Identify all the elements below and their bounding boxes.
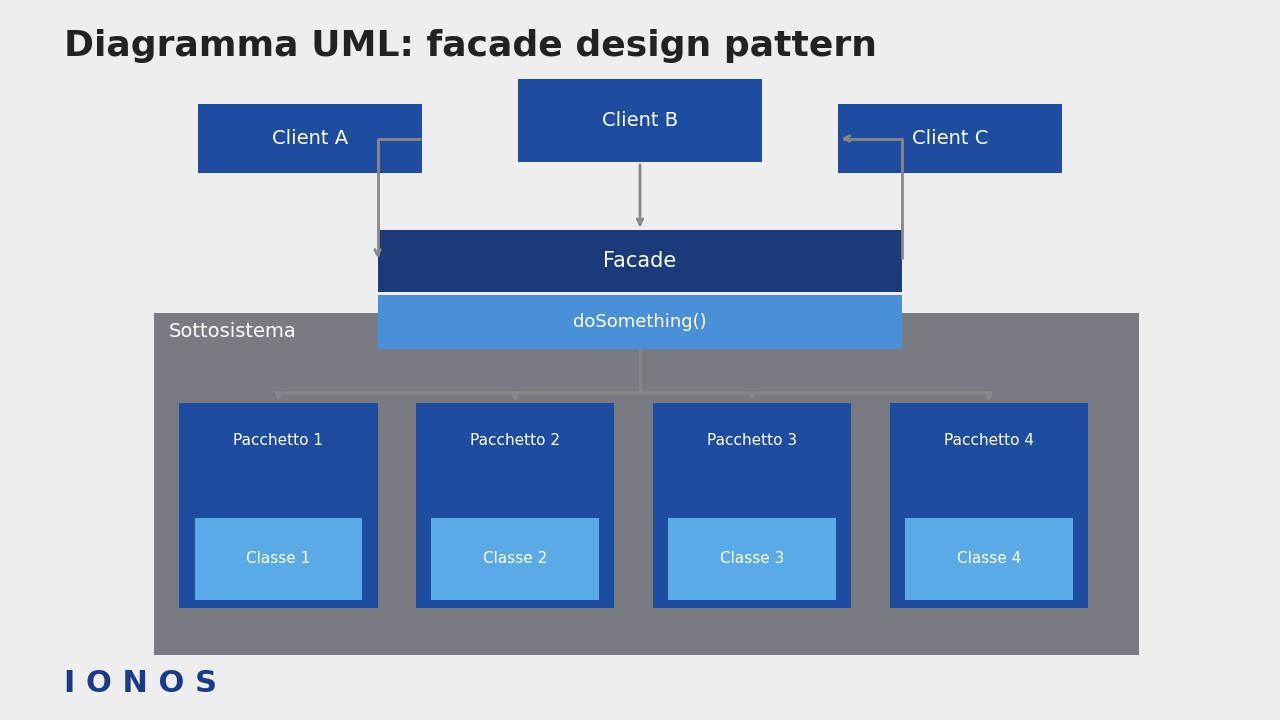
Text: Classe 1: Classe 1 — [246, 552, 311, 566]
FancyBboxPatch shape — [179, 403, 378, 608]
FancyBboxPatch shape — [154, 313, 1139, 655]
FancyBboxPatch shape — [416, 403, 614, 608]
Text: Diagramma UML: facade design pattern: Diagramma UML: facade design pattern — [64, 29, 877, 63]
FancyBboxPatch shape — [838, 104, 1062, 173]
FancyBboxPatch shape — [431, 518, 599, 600]
Text: Client B: Client B — [602, 111, 678, 130]
Text: Classe 3: Classe 3 — [719, 552, 785, 566]
Text: Classe 4: Classe 4 — [956, 552, 1021, 566]
FancyBboxPatch shape — [668, 518, 836, 600]
Text: Classe 2: Classe 2 — [483, 552, 548, 566]
FancyBboxPatch shape — [890, 403, 1088, 608]
Text: Pacchetto 4: Pacchetto 4 — [943, 433, 1034, 448]
Text: doSomething(): doSomething() — [573, 313, 707, 331]
FancyBboxPatch shape — [653, 403, 851, 608]
FancyBboxPatch shape — [198, 104, 422, 173]
Text: Facade: Facade — [603, 251, 677, 271]
FancyBboxPatch shape — [378, 295, 902, 349]
FancyBboxPatch shape — [905, 518, 1073, 600]
Text: Pacchetto 3: Pacchetto 3 — [707, 433, 797, 448]
Text: I O N O S: I O N O S — [64, 670, 218, 698]
Text: Pacchetto 1: Pacchetto 1 — [233, 433, 324, 448]
FancyBboxPatch shape — [195, 518, 362, 600]
FancyBboxPatch shape — [518, 79, 762, 162]
Text: Pacchetto 2: Pacchetto 2 — [470, 433, 561, 448]
Text: Sottosistema: Sottosistema — [169, 322, 297, 341]
Text: Client C: Client C — [913, 129, 988, 148]
FancyBboxPatch shape — [378, 230, 902, 292]
Text: Client A: Client A — [273, 129, 348, 148]
